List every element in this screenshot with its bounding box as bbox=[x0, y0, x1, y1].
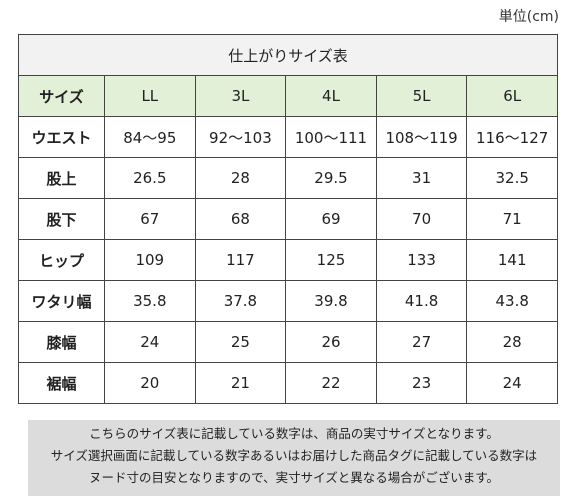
table-cell: 84～95 bbox=[104, 116, 196, 158]
note-line: こちらのサイズ表に記載している数字は、商品の実寸サイズとなります。 bbox=[89, 426, 499, 441]
row-label-rise: 股上 bbox=[18, 157, 105, 199]
table-cell: 26 bbox=[285, 321, 377, 363]
size-header-cell: 4L bbox=[285, 75, 377, 117]
size-table-container: 仕上がりサイズ表 サイズ LL 3L 4L 5L 6L ウエスト 84～95 9… bbox=[18, 34, 558, 404]
table-cell: 41.8 bbox=[375, 280, 468, 322]
note-line: ヌード寸の目安となりますので、実寸サイズと異なる場合がございます。 bbox=[88, 470, 499, 485]
table-row: 股上 26.5 28 29.5 31 32.5 bbox=[18, 157, 558, 199]
table-cell: 68 bbox=[194, 198, 287, 240]
row-label-hip: ヒップ bbox=[18, 239, 105, 281]
table-cell: 92～103 bbox=[194, 116, 287, 158]
size-header-cell: LL bbox=[104, 75, 196, 117]
table-row: 裾幅 20 21 22 23 24 bbox=[18, 362, 558, 404]
table-cell: 100～111 bbox=[285, 116, 377, 158]
table-cell: 71 bbox=[466, 198, 558, 240]
table-cell: 70 bbox=[375, 198, 468, 240]
size-note: こちらのサイズ表に記載している数字は、商品の実寸サイズとなります。 サイズ選択画… bbox=[28, 420, 560, 496]
size-header-cell: 6L bbox=[466, 75, 558, 117]
note-line: サイズ選択画面に記載している数字あるいはお届けした商品タグに記載している数字は bbox=[50, 448, 538, 463]
table-cell: 26.5 bbox=[104, 157, 196, 199]
table-cell: 22 bbox=[285, 362, 377, 404]
table-row: ウエスト 84～95 92～103 100～111 108～119 116～12… bbox=[18, 116, 558, 158]
table-cell: 28 bbox=[194, 157, 287, 199]
table-cell: 27 bbox=[375, 321, 468, 363]
table-cell: 108～119 bbox=[375, 116, 468, 158]
row-label-hem-width: 裾幅 bbox=[18, 362, 105, 404]
table-cell: 133 bbox=[375, 239, 468, 281]
table-title: 仕上がりサイズ表 bbox=[18, 34, 558, 76]
size-table: 仕上がりサイズ表 サイズ LL 3L 4L 5L 6L ウエスト 84～95 9… bbox=[18, 34, 558, 404]
table-cell: 116～127 bbox=[466, 116, 558, 158]
row-label-thigh-width: ワタリ幅 bbox=[18, 280, 105, 322]
table-cell: 43.8 bbox=[466, 280, 558, 322]
table-cell: 37.8 bbox=[194, 280, 287, 322]
size-header-cell: 3L bbox=[194, 75, 287, 117]
table-row: 股下 67 68 69 70 71 bbox=[18, 198, 558, 240]
table-cell: 67 bbox=[104, 198, 196, 240]
table-cell: 109 bbox=[104, 239, 196, 281]
table-cell: 23 bbox=[375, 362, 468, 404]
table-row: 膝幅 24 25 26 27 28 bbox=[18, 321, 558, 363]
table-row: ワタリ幅 35.8 37.8 39.8 41.8 43.8 bbox=[18, 280, 558, 322]
table-cell: 24 bbox=[466, 362, 558, 404]
table-cell: 21 bbox=[194, 362, 287, 404]
table-cell: 25 bbox=[194, 321, 287, 363]
table-cell: 29.5 bbox=[285, 157, 377, 199]
table-cell: 35.8 bbox=[104, 280, 196, 322]
row-label-inseam: 股下 bbox=[18, 198, 105, 240]
size-header-row: サイズ LL 3L 4L 5L 6L bbox=[18, 75, 558, 117]
table-cell: 31 bbox=[375, 157, 468, 199]
size-header-cell: 5L bbox=[375, 75, 468, 117]
table-cell: 69 bbox=[285, 198, 377, 240]
table-cell: 141 bbox=[466, 239, 558, 281]
table-cell: 20 bbox=[104, 362, 196, 404]
unit-label: 単位(cm) bbox=[498, 9, 559, 25]
table-cell: 24 bbox=[104, 321, 196, 363]
size-header-label: サイズ bbox=[18, 75, 105, 117]
table-cell: 28 bbox=[466, 321, 558, 363]
table-cell: 125 bbox=[285, 239, 377, 281]
row-label-knee-width: 膝幅 bbox=[18, 321, 105, 363]
table-cell: 117 bbox=[194, 239, 287, 281]
table-cell: 39.8 bbox=[285, 280, 377, 322]
table-cell: 32.5 bbox=[466, 157, 558, 199]
row-label-waist: ウエスト bbox=[18, 116, 105, 158]
table-row: ヒップ 109 117 125 133 141 bbox=[18, 239, 558, 281]
